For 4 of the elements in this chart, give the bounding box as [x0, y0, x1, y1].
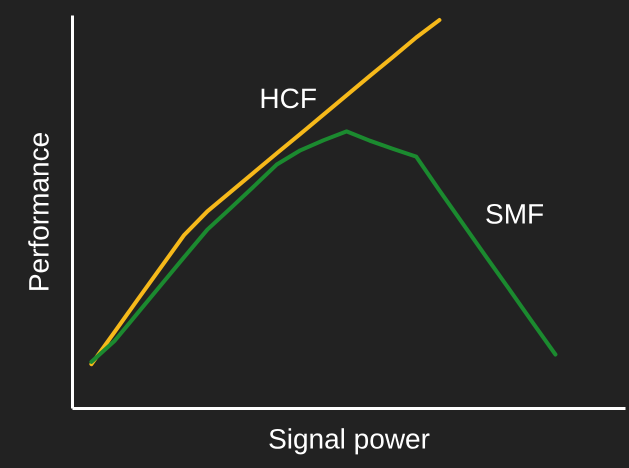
series-label: SMF	[485, 198, 544, 230]
x-axis-title: Signal power	[268, 424, 430, 454]
series-label: HCF	[259, 83, 317, 114]
y-axis-title: Performance	[24, 132, 54, 292]
